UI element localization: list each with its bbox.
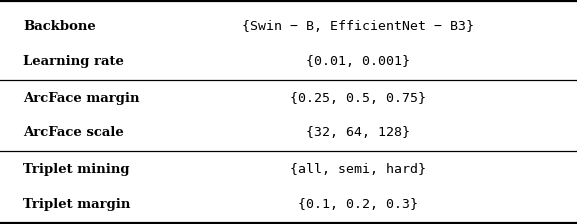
Text: Learning rate: Learning rate bbox=[23, 54, 124, 68]
Text: {all, semi, hard}: {all, semi, hard} bbox=[290, 163, 426, 176]
Text: {0.1, 0.2, 0.3}: {0.1, 0.2, 0.3} bbox=[298, 198, 418, 211]
Text: {32, 64, 128}: {32, 64, 128} bbox=[306, 126, 410, 139]
Text: {0.25, 0.5, 0.75}: {0.25, 0.5, 0.75} bbox=[290, 91, 426, 105]
Text: Triplet margin: Triplet margin bbox=[23, 198, 130, 211]
Text: {0.01, 0.001}: {0.01, 0.001} bbox=[306, 54, 410, 68]
Text: Triplet mining: Triplet mining bbox=[23, 163, 130, 176]
Text: ArcFace margin: ArcFace margin bbox=[23, 91, 140, 105]
Text: {Swin − B, EfficientNet − B3}: {Swin − B, EfficientNet − B3} bbox=[242, 20, 474, 33]
Text: Backbone: Backbone bbox=[23, 20, 96, 33]
Text: ArcFace scale: ArcFace scale bbox=[23, 126, 124, 139]
